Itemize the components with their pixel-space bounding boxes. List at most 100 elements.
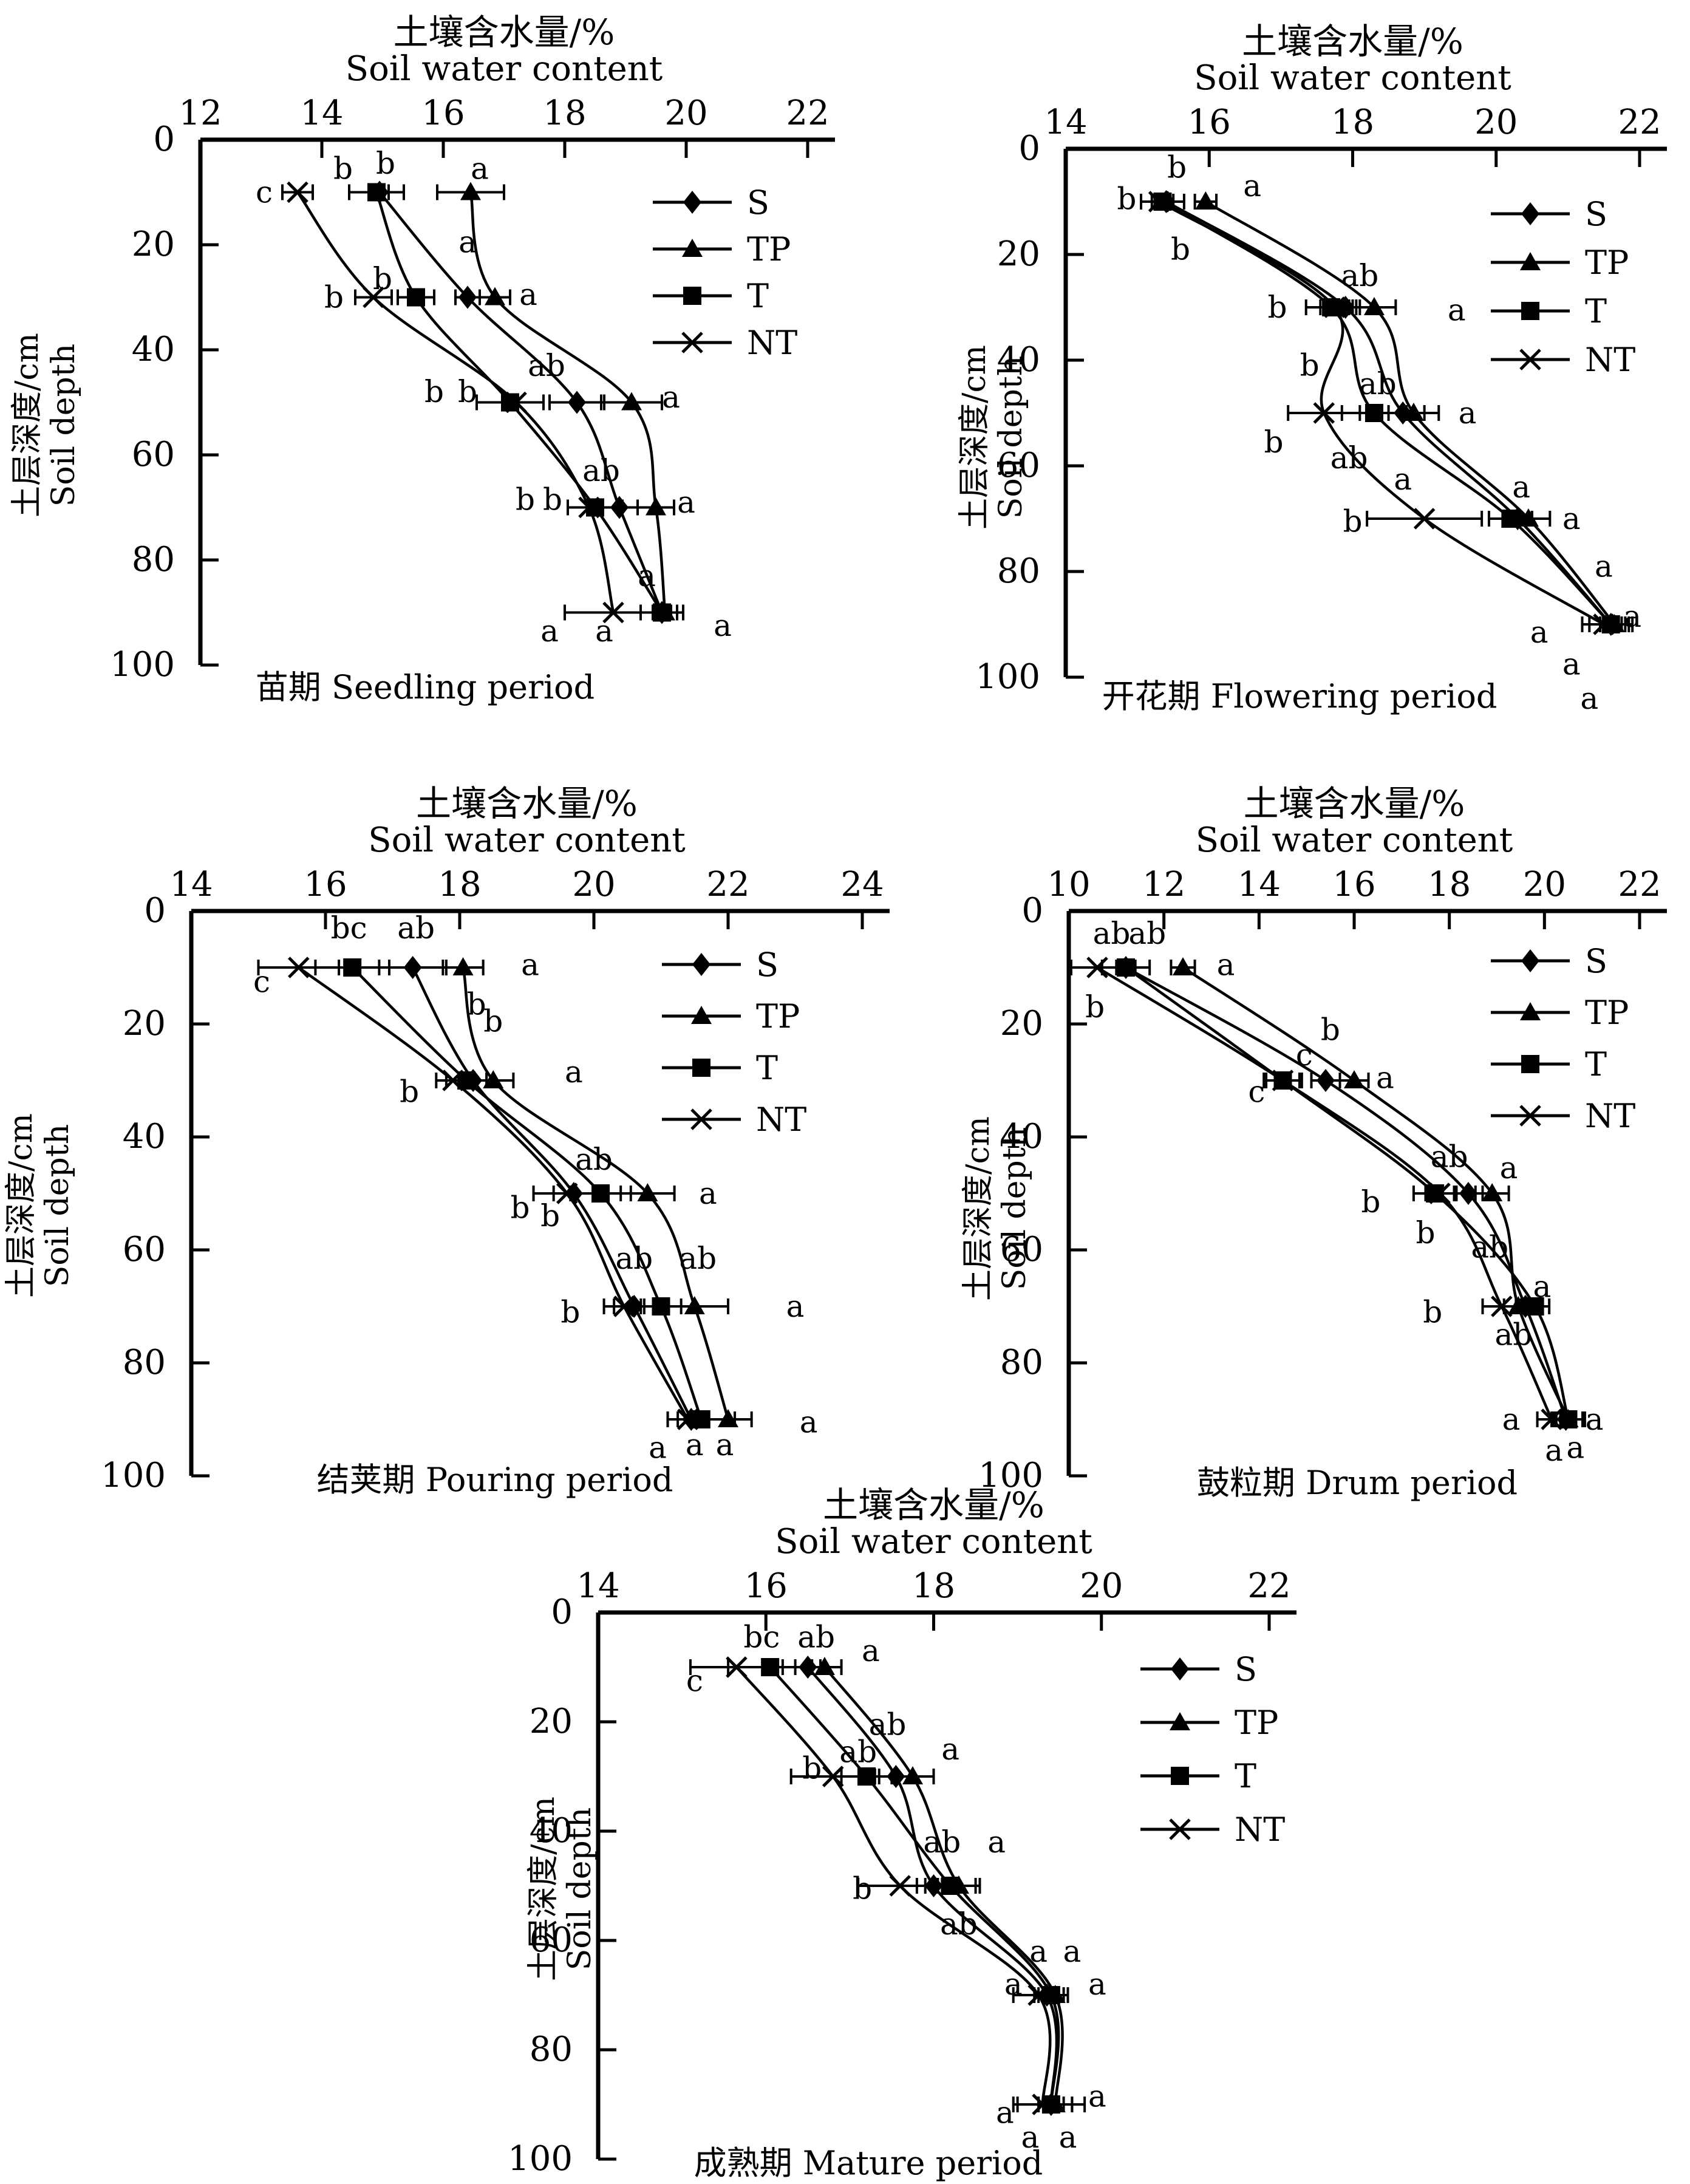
y-tick-label: 20 bbox=[997, 234, 1040, 274]
cross-glyph bbox=[681, 332, 703, 353]
cross-glyph bbox=[1272, 1070, 1294, 1091]
legend-item-T: T bbox=[653, 277, 769, 315]
x-tick-label: 18 bbox=[438, 865, 481, 904]
square-glyph bbox=[941, 1877, 960, 1895]
triangle-glyph bbox=[621, 392, 642, 411]
data-point-NT-depth-10 bbox=[1148, 191, 1170, 213]
sig-letter: ab bbox=[582, 453, 620, 488]
legend-label: NT bbox=[1235, 1810, 1285, 1849]
sig-letter: a bbox=[987, 1824, 1006, 1860]
sig-letter: a bbox=[862, 1633, 880, 1668]
sig-letter: b bbox=[1085, 989, 1105, 1025]
chart-flowering: 土壤含水量/%Soil water content 土层深度/cm Soil dep… bbox=[956, 21, 1667, 716]
sig-letter: b bbox=[560, 1294, 580, 1329]
sig-letter: b bbox=[543, 482, 562, 517]
data-point-TP-depth-10 bbox=[1173, 957, 1193, 975]
triangle-glyph bbox=[691, 1006, 712, 1024]
data-point-TP-depth-10 bbox=[452, 957, 474, 975]
square-glyph bbox=[1171, 1767, 1189, 1785]
y-tick-label: 0 bbox=[153, 120, 175, 159]
data-point-NT-depth-30 bbox=[1324, 296, 1346, 318]
sig-letter: ab bbox=[397, 910, 435, 946]
sig-letter: a bbox=[595, 613, 613, 649]
y-tick-label: 80 bbox=[123, 1343, 166, 1382]
y-tick-label: 60 bbox=[132, 435, 175, 474]
sig-letter: ab bbox=[1331, 440, 1368, 476]
y-tick-label: 60 bbox=[1000, 1230, 1043, 1269]
data-point-TP-depth-50 bbox=[1482, 1183, 1503, 1201]
cross-glyph bbox=[1413, 508, 1436, 530]
x-axis-title-zh: 土壤含水量/% bbox=[416, 783, 638, 824]
square-glyph bbox=[653, 603, 671, 622]
square-glyph bbox=[857, 1767, 876, 1786]
data-point-TP-depth-30 bbox=[1363, 297, 1385, 315]
data-point-S-depth-10 bbox=[799, 1656, 817, 1679]
series-line-T bbox=[351, 966, 703, 1420]
y-tick-label: 60 bbox=[530, 1920, 573, 1960]
sig-letter: b bbox=[324, 280, 344, 315]
sig-letter: a bbox=[519, 277, 537, 312]
cross-glyph bbox=[1429, 1182, 1451, 1204]
cross-glyph bbox=[578, 496, 600, 519]
legend-label: NT bbox=[747, 324, 797, 362]
triangle-glyph bbox=[637, 1183, 658, 1201]
legend-item-NT: NT bbox=[1491, 341, 1635, 379]
sig-letter: b bbox=[1117, 182, 1136, 217]
y-tick-label: 0 bbox=[551, 1592, 573, 1632]
data-point-NT-depth-30 bbox=[822, 1766, 844, 1787]
data-point-NT-depth-30 bbox=[442, 1070, 464, 1091]
x-tick-label: 16 bbox=[744, 1566, 788, 1606]
x-tick-label: 24 bbox=[840, 865, 884, 904]
sig-letter: a bbox=[1530, 615, 1549, 650]
y-tick-label: 100 bbox=[978, 1456, 1043, 1495]
sig-letter: c bbox=[1296, 1037, 1313, 1073]
cross-glyph bbox=[1313, 402, 1335, 424]
square-glyph bbox=[1365, 404, 1383, 422]
sig-letter: ab bbox=[528, 348, 565, 383]
legend-label: T bbox=[1585, 292, 1607, 330]
legend: S TP T NT bbox=[1491, 942, 1635, 1135]
y-tick-label: 80 bbox=[997, 551, 1040, 591]
data-point-NT-depth-50 bbox=[889, 1875, 911, 1897]
sig-letter: a bbox=[677, 485, 695, 520]
x-axis-title-zh: 土壤含水量/% bbox=[1242, 21, 1463, 62]
data-point-TP-depth-70 bbox=[646, 497, 666, 516]
sig-letter: b bbox=[853, 1871, 872, 1906]
x-tick-label: 20 bbox=[1474, 103, 1518, 142]
sig-letter: c bbox=[253, 964, 270, 999]
diamond-glyph bbox=[1171, 1657, 1189, 1681]
sig-letter: a bbox=[1459, 395, 1477, 431]
x-tick-label: 16 bbox=[1188, 103, 1231, 142]
data-point-NT-depth-10 bbox=[1086, 957, 1108, 978]
legend-marker-NT bbox=[690, 1108, 712, 1130]
sig-letter: a bbox=[686, 1427, 704, 1462]
legend-marker-S bbox=[1521, 949, 1539, 972]
cross-glyph bbox=[363, 286, 384, 309]
legend-label: T bbox=[747, 277, 769, 315]
x-axis-title-en: Soil water content bbox=[1196, 821, 1513, 860]
sig-letter: bc bbox=[743, 1620, 780, 1655]
data-point-NT-depth-10 bbox=[287, 181, 308, 203]
series-line-T bbox=[1125, 966, 1570, 1420]
series-line-TP bbox=[469, 191, 667, 613]
y-axis-title-en: Soil depth bbox=[39, 1124, 76, 1287]
sig-letter: a bbox=[1059, 2120, 1077, 2155]
sig-letter: a bbox=[1502, 1402, 1521, 1437]
triangle-glyph bbox=[814, 1657, 835, 1675]
legend-marker-NT bbox=[1519, 1105, 1541, 1127]
legend-label: S bbox=[1585, 195, 1607, 233]
chart-caption: 开花期 Flowering period bbox=[1102, 677, 1497, 715]
x-tick-label: 12 bbox=[1142, 865, 1185, 904]
sig-letter: a bbox=[1021, 2120, 1039, 2155]
sig-letter: b bbox=[458, 374, 477, 409]
chart-seedling: 土壤含水量/%Soil water content 土层深度/cm Soil dep… bbox=[9, 12, 835, 706]
data-point-TP-depth-10 bbox=[460, 182, 481, 200]
cross-glyph bbox=[1027, 1984, 1049, 2006]
data-point-TP-depth-10 bbox=[814, 1657, 835, 1675]
sig-letter: b bbox=[400, 1074, 419, 1110]
data-point-TP-depth-10 bbox=[1195, 191, 1216, 210]
legend-item-T: T bbox=[1491, 1045, 1607, 1083]
